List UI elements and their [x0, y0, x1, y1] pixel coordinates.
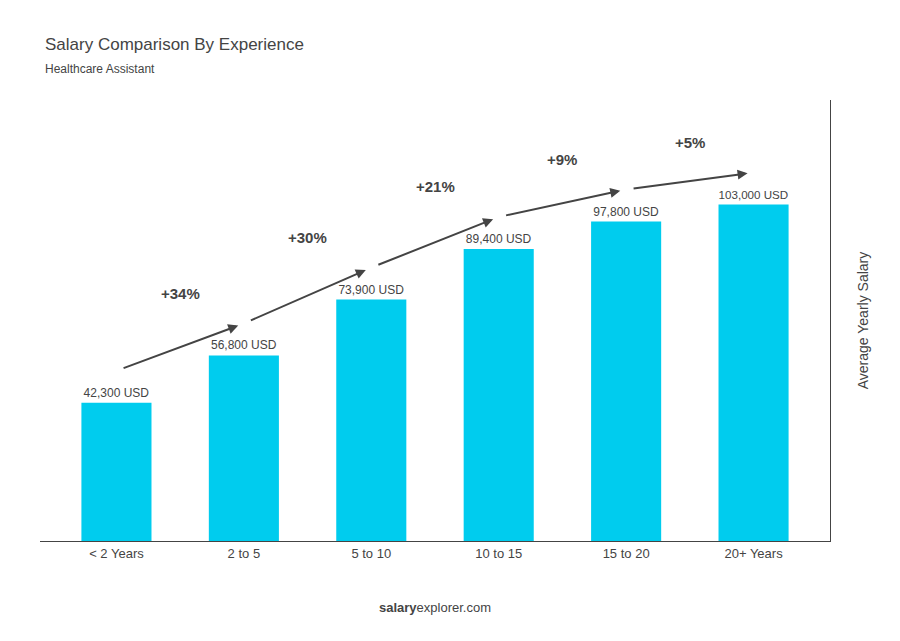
svg-text:+34%: +34% [161, 285, 200, 302]
svg-text:+9%: +9% [547, 151, 577, 168]
svg-text:Salary Comparison By Experienc: Salary Comparison By Experience [45, 35, 304, 54]
svg-text:+5%: +5% [675, 134, 705, 151]
svg-text:10 to 15: 10 to 15 [475, 546, 522, 561]
svg-text:56,800 USD: 56,800 USD [211, 338, 277, 352]
svg-text:Healthcare Assistant: Healthcare Assistant [45, 62, 155, 76]
svg-text:Average Yearly Salary: Average Yearly Salary [855, 252, 871, 390]
svg-text:89,400 USD: 89,400 USD [466, 232, 532, 246]
svg-text:42,300 USD: 42,300 USD [84, 386, 150, 400]
svg-text:103,000 USD: 103,000 USD [719, 188, 789, 201]
svg-text:15 to 20: 15 to 20 [603, 546, 650, 561]
svg-text:+21%: +21% [416, 178, 455, 195]
svg-text:< 2 Years: < 2 Years [89, 546, 144, 561]
svg-text:20+ Years: 20+ Years [724, 546, 783, 561]
svg-text:salaryexplorer.com: salaryexplorer.com [379, 600, 491, 615]
svg-text:2 to 5: 2 to 5 [228, 546, 261, 561]
svg-text:97,800 USD: 97,800 USD [593, 205, 659, 219]
svg-text:+30%: +30% [288, 229, 327, 246]
svg-text:73,900 USD: 73,900 USD [338, 283, 404, 297]
svg-text:5 to 10: 5 to 10 [351, 546, 391, 561]
